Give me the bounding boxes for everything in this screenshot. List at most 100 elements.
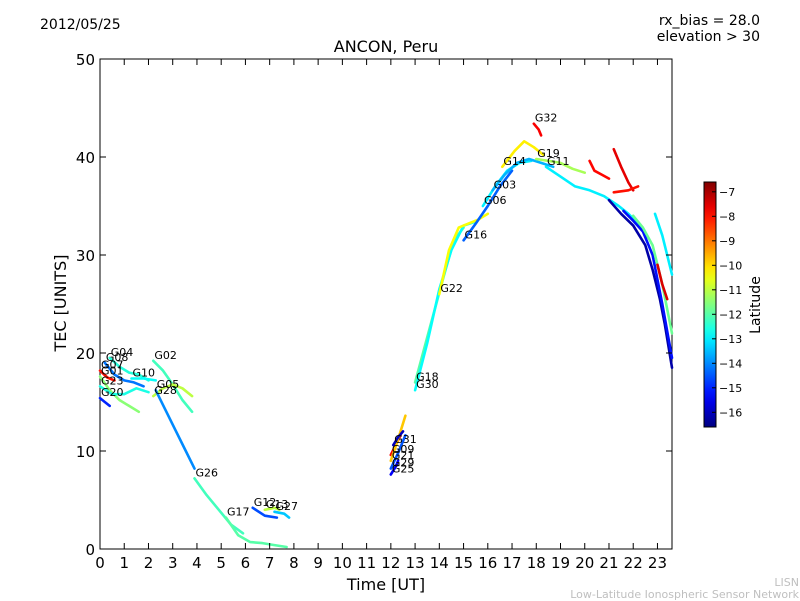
x-tick-label: 23	[648, 554, 667, 572]
series-line-g27	[273, 510, 291, 519]
series-line-g08	[103, 361, 145, 388]
series-line-g17	[224, 516, 288, 549]
series-line-g25	[389, 459, 400, 476]
series-line-unnamed-31	[622, 209, 674, 360]
y-tick-label: 30	[76, 247, 95, 265]
x-tick-label: 5	[216, 554, 226, 572]
x-tick-label: 3	[168, 554, 178, 572]
series-line-g29	[389, 434, 407, 470]
x-tick-label: 13	[406, 554, 425, 572]
chart-title: ANCON, Peru	[333, 37, 439, 56]
x-tick-label: 19	[551, 554, 570, 572]
elevation-label: elevation > 30	[656, 29, 760, 45]
series-line-g19	[535, 157, 586, 174]
series-line-unnamed-37	[656, 263, 669, 301]
series-label-g01: G01	[101, 365, 124, 378]
colorbar-tick-label: −7	[719, 186, 735, 199]
series-label-g09: G09	[392, 443, 415, 456]
series-line-g01	[98, 375, 141, 414]
series-label-g19: G19	[537, 147, 560, 160]
x-tick-label: 22	[624, 554, 643, 572]
series-line-g13	[263, 506, 281, 512]
x-tick-label: 20	[575, 554, 594, 572]
colorbar-gradient	[703, 181, 717, 428]
series-label-g30: G30	[416, 378, 439, 391]
series-label-g05: G05	[157, 378, 180, 391]
series-line-g16	[462, 169, 514, 242]
footer-network: Low-Latitude Ionospheric Sensor Network	[570, 588, 799, 601]
series-label-g17: G17	[227, 506, 250, 519]
x-tick-label: 0	[95, 554, 105, 572]
y-axis-label: TEC [UNITS]	[51, 255, 70, 353]
x-tick-label: 2	[144, 554, 154, 572]
series-line-g11	[544, 165, 650, 239]
series-line-g23	[98, 385, 150, 396]
series-label-g16: G16	[465, 228, 488, 241]
x-tick-label: 17	[502, 554, 521, 572]
series-line-g04	[108, 356, 150, 382]
date-label: 2012/05/25	[40, 17, 121, 33]
series-line-g28	[152, 383, 194, 398]
series-label-g02: G02	[154, 349, 177, 362]
x-tick-label: 8	[289, 554, 299, 572]
x-tick-label: 9	[313, 554, 323, 572]
x-tick-label: 16	[478, 554, 497, 572]
series-line-unnamed-35	[612, 185, 640, 194]
series-label-g13: G13	[266, 498, 289, 511]
series-line-g10	[130, 377, 157, 382]
colorbar-tick-label: −9	[719, 235, 735, 248]
y-tick-label: 0	[85, 541, 95, 559]
colorbar-tick-label: −11	[719, 284, 742, 297]
series-line-g07	[98, 369, 116, 382]
series-label-g18: G18	[416, 370, 439, 383]
series-line-unnamed-33	[653, 212, 674, 276]
series-label-g10: G10	[133, 366, 156, 379]
rx-bias-label: rx_bias = 28.0	[658, 13, 760, 29]
series-label-g32: G32	[535, 112, 558, 125]
x-tick-label: 12	[381, 554, 400, 572]
y-tick-label: 50	[76, 51, 95, 69]
x-tick-label: 1	[119, 554, 129, 572]
colorbar-tick-label: −13	[719, 333, 742, 346]
x-tick-label: 6	[241, 554, 251, 572]
series-line-g03	[491, 157, 555, 192]
series-line-g32	[532, 122, 543, 137]
series-label-g04: G04	[111, 346, 134, 359]
series-label-g07: G07	[101, 359, 124, 372]
series-line-g26	[193, 477, 245, 535]
colorbar-tick-label: −15	[719, 382, 742, 395]
series-label-g25: G25	[392, 463, 415, 476]
series-label-g11: G11	[547, 155, 570, 168]
series-line-unnamed-36	[588, 159, 611, 180]
series-label-g06: G06	[484, 194, 507, 207]
series-label-g03: G03	[494, 178, 517, 191]
x-tick-label: 7	[265, 554, 275, 572]
x-tick-label: 10	[333, 554, 352, 572]
y-tick-label: 20	[76, 345, 95, 363]
series-label-g28: G28	[154, 384, 177, 397]
series-label-g23: G23	[101, 374, 124, 387]
colorbar-tick-label: −14	[719, 357, 742, 370]
series-label-g14: G14	[503, 155, 526, 168]
series-line-unnamed-34	[612, 147, 635, 192]
series-line-g05	[154, 388, 196, 470]
y-tick-label: 10	[76, 443, 95, 461]
series-line-g12	[251, 506, 279, 519]
series-label-g31: G31	[394, 433, 417, 446]
colorbar-tick-label: −10	[719, 259, 742, 272]
x-tick-label: 15	[454, 554, 473, 572]
footer-lisn: LISN	[774, 576, 799, 589]
x-tick-label: 14	[430, 554, 449, 572]
x-tick-label: 21	[599, 554, 618, 572]
series-label-g29: G29	[392, 457, 415, 470]
series-label-g12: G12	[254, 496, 277, 509]
series-line-g20	[98, 396, 111, 408]
colorbar-tick-label: −8	[719, 210, 735, 223]
x-tick-label: 4	[192, 554, 202, 572]
series-label-g21: G21	[392, 449, 415, 462]
series-label-g08: G08	[106, 351, 129, 364]
series-line-unnamed-32	[631, 214, 674, 335]
plot-area	[99, 58, 673, 550]
series-label-g22: G22	[440, 282, 463, 295]
